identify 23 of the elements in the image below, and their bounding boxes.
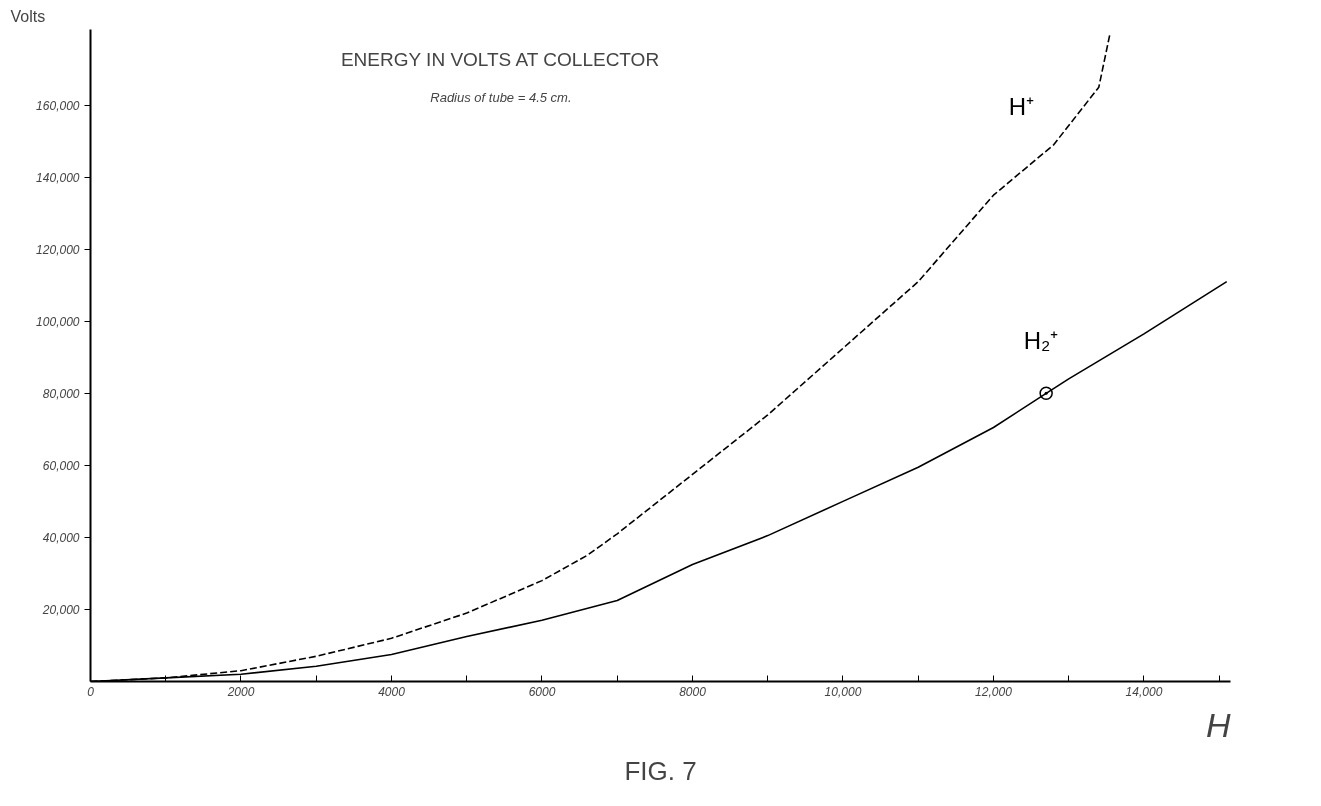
caption: FIG. 7 [624, 755, 697, 786]
x-tick-label: 14,000 [1125, 684, 1163, 699]
y-tick-label: 120,000 [36, 242, 80, 257]
x-tick-label: 10,000 [824, 684, 862, 699]
x-tick-label: 2000 [226, 684, 255, 699]
x-tick-label: 6000 [528, 684, 556, 699]
text: Radius of tube = 4.5 cm. [430, 89, 572, 105]
x-tick-label: 0 [87, 684, 95, 699]
x-axis-title: H [1205, 705, 1231, 744]
text: ENERGY IN VOLTS AT COLLECTOR [340, 48, 660, 70]
x-tick-label: 8000 [679, 684, 707, 699]
x-tick-label: 4000 [378, 684, 406, 699]
series-label: H₂⁺ [1023, 326, 1059, 354]
y-tick-label: 60,000 [42, 458, 80, 473]
y-axis-title: Volts [10, 7, 46, 25]
x-tick-label: 12,000 [975, 684, 1013, 699]
y-tick-label: 20,000 [41, 602, 80, 617]
y-tick-label: 80,000 [42, 386, 80, 401]
y-tick-label: 100,000 [36, 314, 80, 329]
y-tick-label: 160,000 [36, 98, 80, 113]
y-tick-label: 40,000 [42, 530, 80, 545]
series-label: H⁺ [1008, 92, 1035, 120]
y-tick-label: 140,000 [36, 170, 80, 185]
